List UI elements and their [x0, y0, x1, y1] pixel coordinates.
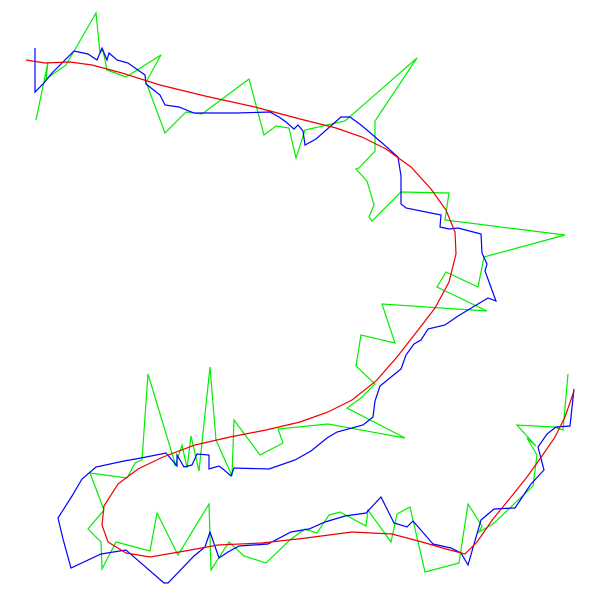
- series-line-1: [34, 46, 575, 584]
- series-line-2: [25, 59, 575, 558]
